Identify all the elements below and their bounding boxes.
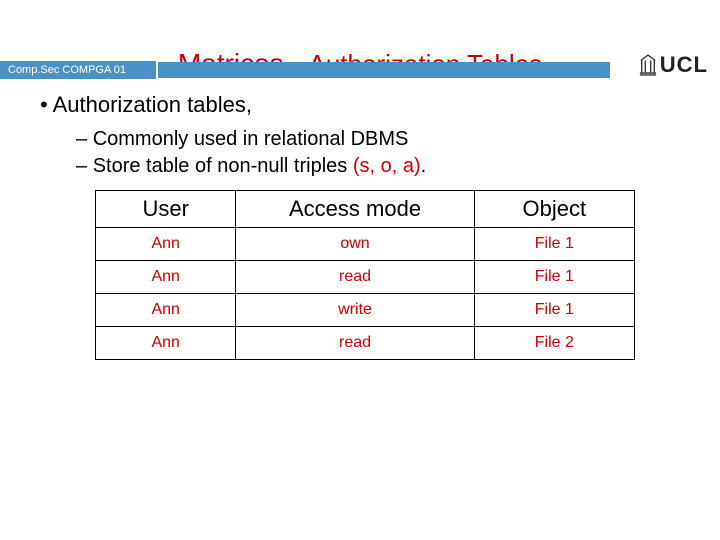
b2b-suffix: .: [421, 155, 427, 177]
header-stripe: [158, 62, 610, 78]
table-row: Ann read File 2: [96, 327, 635, 360]
portico-icon: [639, 53, 657, 77]
table-row: Ann read File 1: [96, 261, 635, 294]
cell: own: [236, 228, 474, 261]
table-header-row: User Access mode Object: [96, 191, 635, 228]
cell: File 1: [474, 261, 634, 294]
table-row: Ann write File 1: [96, 294, 635, 327]
b2b-soa: (s, o, a): [353, 155, 421, 177]
th-user: User: [96, 191, 236, 228]
th-object: Object: [474, 191, 634, 228]
bullet-level2-a: Commonly used in relational DBMS: [76, 128, 690, 151]
cell: read: [236, 327, 474, 360]
cell: write: [236, 294, 474, 327]
cell: File 2: [474, 327, 634, 360]
cell: Ann: [96, 294, 236, 327]
bullet-level2-b: Store table of non-null triples (s, o, a…: [76, 155, 690, 178]
cell: read: [236, 261, 474, 294]
cell: Ann: [96, 228, 236, 261]
th-mode: Access mode: [236, 191, 474, 228]
cell: File 1: [474, 294, 634, 327]
ucl-logo-top: UCL: [639, 52, 708, 78]
cell: Ann: [96, 261, 236, 294]
table-row: Ann own File 1: [96, 228, 635, 261]
authorization-table: User Access mode Object Ann own File 1 A…: [95, 190, 635, 360]
course-code: Comp.Sec COMPGA 01: [0, 61, 156, 79]
cell: Ann: [96, 327, 236, 360]
body-content: Authorization tables, Commonly used in r…: [40, 92, 690, 360]
cell: File 1: [474, 228, 634, 261]
b2b-prefix: Store table of non-null triples: [93, 155, 353, 177]
header-bar: Comp.Sec COMPGA 01: [0, 60, 720, 80]
ucl-text-top: UCL: [660, 52, 708, 78]
table-body: Ann own File 1 Ann read File 1 Ann write…: [96, 228, 635, 360]
bullet-level1: Authorization tables,: [40, 92, 690, 118]
